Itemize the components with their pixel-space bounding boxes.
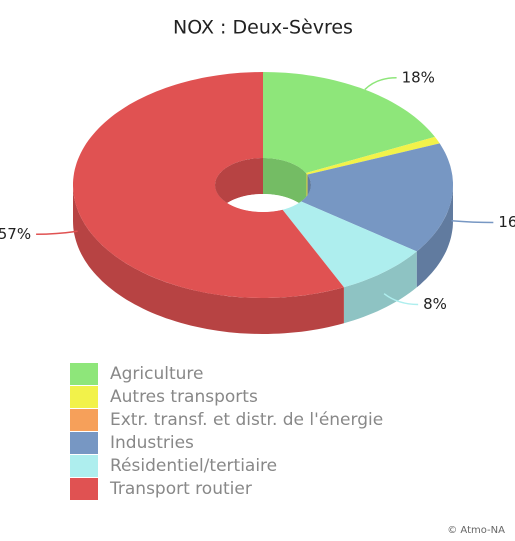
legend-swatch <box>70 386 98 408</box>
legend-label: Industries <box>110 433 194 453</box>
slice-side <box>343 251 417 324</box>
slice-side <box>73 185 344 334</box>
slice <box>263 185 417 288</box>
hole-wall <box>263 158 307 210</box>
legend-label: Autres transports <box>110 387 258 407</box>
legend-label: Résidentiel/tertiaire <box>110 456 277 476</box>
legend-swatch <box>70 478 98 500</box>
legend-label: Agriculture <box>110 364 204 384</box>
slice <box>263 136 440 185</box>
data-label: 8% <box>423 295 447 313</box>
slice <box>73 72 344 298</box>
legend-label: Transport routier <box>109 479 252 499</box>
legend-swatch <box>70 455 98 477</box>
hole-floor <box>215 194 311 212</box>
legend-swatch <box>70 363 98 385</box>
legend-label: Extr. transf. et distr. de l'énergie <box>110 410 383 430</box>
leader-line <box>36 230 78 236</box>
data-label: 16% <box>498 213 515 231</box>
credit: © Atmo-NA <box>447 525 505 536</box>
hole <box>215 158 311 212</box>
slice <box>263 72 435 185</box>
legend-swatch <box>70 432 98 454</box>
data-label: 57% <box>0 225 31 243</box>
slice <box>263 143 453 252</box>
leader-line <box>364 77 397 91</box>
leader-line <box>451 220 494 224</box>
legend-swatch <box>70 409 98 431</box>
leader-line <box>383 293 419 306</box>
data-label: 18% <box>402 68 435 86</box>
slice-side <box>416 185 453 288</box>
hole-wall <box>215 158 263 212</box>
chart-title: NOX : Deux-Sèvres <box>173 17 353 39</box>
